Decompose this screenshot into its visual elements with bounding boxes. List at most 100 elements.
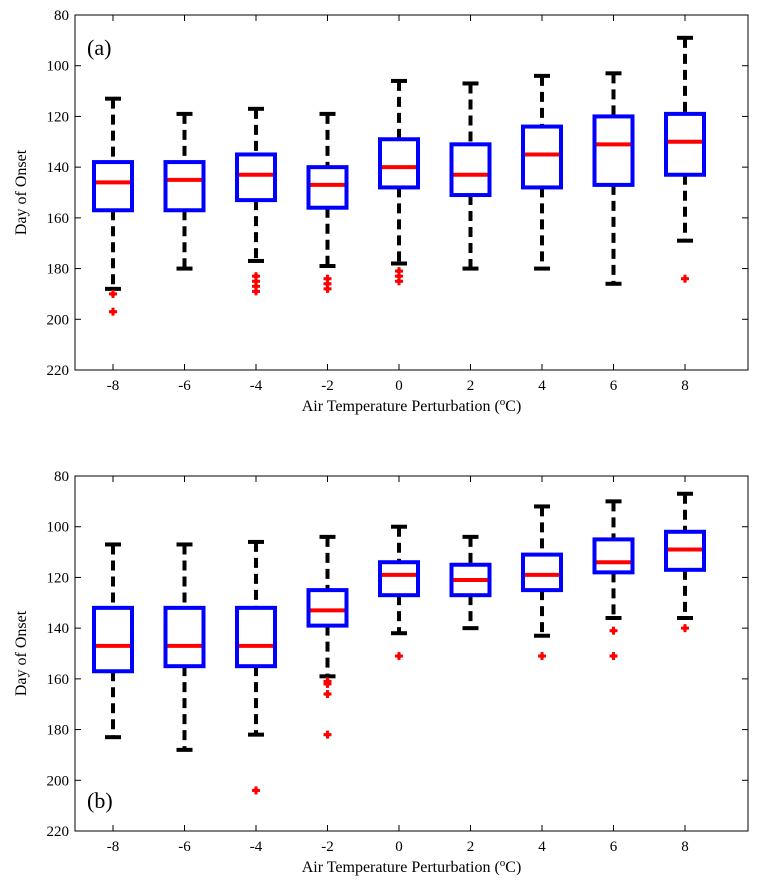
y-tick-label: 180 bbox=[47, 723, 70, 739]
iqr-box bbox=[664, 111, 706, 177]
y-tick-label: 80 bbox=[54, 8, 69, 24]
iqr-box bbox=[163, 160, 206, 213]
x-tick-label: -8 bbox=[107, 839, 120, 855]
x-tick-label: -4 bbox=[250, 378, 263, 394]
box-group bbox=[163, 111, 206, 271]
outlier-marker bbox=[325, 691, 330, 697]
iqr-box bbox=[306, 165, 349, 210]
iqr-box bbox=[92, 605, 134, 674]
x-tick-label: -6 bbox=[178, 839, 191, 855]
outlier-marker bbox=[325, 732, 330, 738]
iqr-box bbox=[378, 137, 420, 190]
y-tick-label: 160 bbox=[47, 672, 70, 688]
box-group bbox=[306, 111, 349, 293]
iqr-box bbox=[521, 124, 563, 190]
box-group bbox=[664, 35, 706, 283]
iqr-box bbox=[92, 160, 134, 213]
iqr-box bbox=[449, 142, 492, 198]
plot-frame bbox=[74, 14, 749, 371]
iqr-box bbox=[378, 560, 420, 598]
outlier-marker bbox=[253, 288, 259, 294]
iqr-box bbox=[449, 562, 492, 598]
iqr-box bbox=[235, 605, 277, 669]
y-tick-label: 140 bbox=[47, 160, 70, 176]
x-tick-label: 8 bbox=[681, 378, 689, 394]
box-group bbox=[521, 73, 563, 271]
y-tick-label: 140 bbox=[47, 621, 70, 637]
y-tick-label: 120 bbox=[47, 570, 70, 586]
box-group bbox=[592, 499, 635, 661]
x-axis-label-text: Air Temperature Perturbation ( bbox=[302, 859, 500, 876]
box-group bbox=[664, 491, 706, 633]
plot-frame bbox=[74, 475, 749, 832]
x-tick-label: 6 bbox=[610, 839, 618, 855]
iqr-box bbox=[592, 114, 635, 187]
iqr-box bbox=[306, 588, 349, 628]
outlier-marker bbox=[325, 681, 330, 687]
outlier-marker bbox=[682, 276, 688, 282]
outlier-marker bbox=[325, 286, 330, 292]
x-tick-label: 8 bbox=[681, 839, 689, 855]
x-axis-label: Air Temperature Perturbation (oC) bbox=[302, 396, 522, 415]
outlier-marker bbox=[611, 653, 616, 659]
x-tick-label: -2 bbox=[321, 378, 334, 394]
x-tick-label: 2 bbox=[467, 378, 475, 394]
y-tick-label: 120 bbox=[47, 109, 70, 125]
x-tick-label: 0 bbox=[395, 378, 403, 394]
x-tick-label: 6 bbox=[610, 378, 618, 394]
panel-label: (a) bbox=[87, 35, 111, 60]
y-tick-label: 100 bbox=[47, 520, 70, 536]
outlier-marker bbox=[253, 787, 259, 793]
box-group bbox=[449, 81, 492, 271]
x-axis-label-sup: o bbox=[500, 396, 506, 408]
box-group bbox=[449, 534, 492, 631]
box-group bbox=[378, 78, 420, 286]
x-tick-label: 4 bbox=[538, 839, 546, 855]
x-tick-label: 4 bbox=[538, 378, 546, 394]
box-group bbox=[521, 504, 563, 661]
y-tick-label: 160 bbox=[47, 211, 70, 227]
iqr-box bbox=[592, 537, 635, 575]
y-tick-label: 80 bbox=[54, 469, 69, 485]
x-tick-label: -8 bbox=[107, 378, 120, 394]
box-group bbox=[163, 542, 206, 752]
panel-label: (b) bbox=[87, 788, 113, 813]
x-tick-label: -4 bbox=[250, 839, 263, 855]
panel-b: 80 100 120 140 160 180 200 220 -8 -6 -4 -2 0 2 4 6 8 (b) D… bbox=[13, 469, 749, 876]
x-axis-label-unit: C) bbox=[505, 859, 521, 876]
y-tick-label: 220 bbox=[47, 363, 70, 379]
x-tick-label: -6 bbox=[178, 378, 191, 394]
outlier-marker bbox=[682, 625, 688, 631]
box-group bbox=[378, 524, 420, 661]
x-tick-label: -2 bbox=[321, 839, 334, 855]
y-axis-label: Day of Onset bbox=[13, 149, 30, 235]
x-axis-label: Air Temperature Perturbation (oC) bbox=[302, 857, 522, 876]
x-tick-label: 2 bbox=[467, 839, 475, 855]
x-axis-label-sup: o bbox=[500, 857, 506, 869]
box-group bbox=[92, 96, 134, 316]
outlier-marker bbox=[110, 291, 116, 297]
iqr-box bbox=[521, 552, 563, 593]
y-tick-label: 100 bbox=[47, 59, 70, 75]
outlier-marker bbox=[396, 653, 402, 659]
y-axis-label: Day of Onset bbox=[13, 610, 30, 696]
outlier-marker bbox=[110, 309, 116, 315]
y-tick-label: 180 bbox=[47, 262, 70, 278]
box-group bbox=[235, 539, 277, 795]
y-tick-label: 200 bbox=[47, 773, 70, 789]
iqr-box bbox=[163, 605, 206, 669]
x-axis-label-unit: C) bbox=[505, 398, 521, 415]
box-group bbox=[92, 542, 134, 740]
outlier-marker bbox=[611, 628, 616, 634]
box-group bbox=[592, 71, 635, 286]
box-group bbox=[306, 534, 349, 739]
panel-a: 80 100 120 140 160 180 200 220 -8 -6 -4 -2 0 2 4 6 8 (a) D… bbox=[13, 8, 749, 415]
y-tick-label: 200 bbox=[47, 312, 70, 328]
iqr-box bbox=[664, 529, 706, 572]
outlier-marker bbox=[539, 653, 545, 659]
y-tick-label: 220 bbox=[47, 824, 70, 840]
iqr-box bbox=[235, 152, 277, 203]
x-tick-label: 0 bbox=[395, 839, 403, 855]
x-axis-label-text: Air Temperature Perturbation ( bbox=[302, 398, 500, 415]
